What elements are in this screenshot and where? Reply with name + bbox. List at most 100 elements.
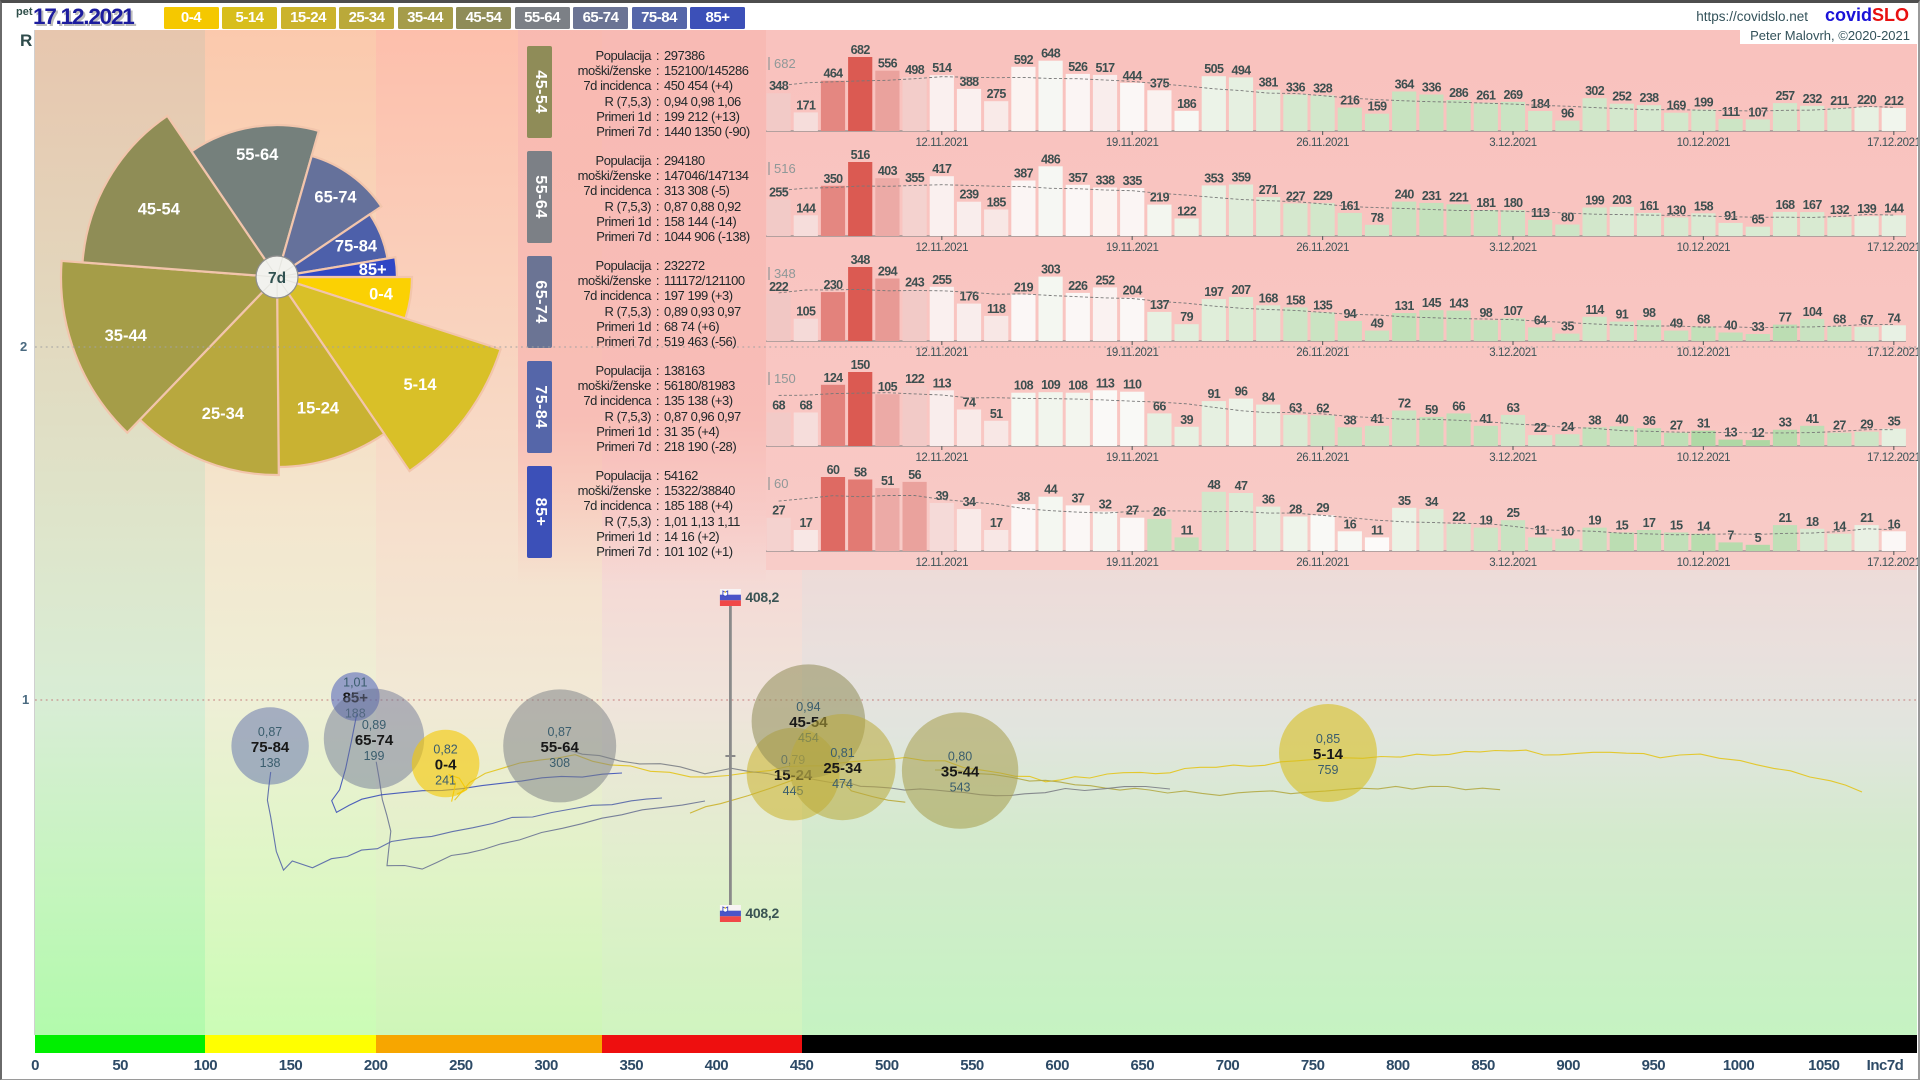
svg-text:0-4: 0-4 (369, 285, 394, 303)
svg-text:109: 109 (1041, 378, 1061, 392)
svg-text:143: 143 (1449, 297, 1469, 311)
svg-text:65: 65 (1751, 213, 1764, 227)
svg-text:7: 7 (1727, 528, 1734, 542)
svg-text:17: 17 (799, 516, 812, 530)
svg-text:19.11.2021: 19.11.2021 (1106, 557, 1159, 569)
svg-text:294: 294 (878, 265, 898, 279)
svg-text:63: 63 (1507, 401, 1520, 415)
svg-text:96: 96 (1235, 385, 1248, 399)
svg-text:592: 592 (1014, 53, 1034, 67)
svg-text:58: 58 (854, 466, 867, 480)
svg-text:10.12.2021: 10.12.2021 (1677, 452, 1731, 464)
svg-text:1,01: 1,01 (343, 676, 367, 690)
svg-text:353: 353 (1204, 171, 1224, 185)
svg-text:286: 286 (1449, 86, 1469, 100)
svg-text:348: 348 (851, 253, 871, 267)
svg-text:252: 252 (1095, 273, 1115, 287)
svg-text:35: 35 (1887, 415, 1900, 429)
svg-text:139: 139 (1857, 202, 1877, 216)
svg-text:108: 108 (1014, 379, 1034, 393)
svg-text:526: 526 (1068, 60, 1088, 74)
svg-text:348: 348 (774, 266, 796, 281)
svg-text:16: 16 (1343, 517, 1356, 531)
svg-text:66: 66 (1452, 399, 1465, 413)
svg-text:16: 16 (1887, 517, 1900, 531)
svg-text:132: 132 (1830, 203, 1850, 217)
svg-text:336: 336 (1286, 81, 1306, 95)
svg-text:19.11.2021: 19.11.2021 (1106, 137, 1159, 149)
svg-text:17.12.2021: 17.12.2021 (1867, 347, 1920, 359)
svg-text:38: 38 (1343, 413, 1356, 427)
svg-text:486: 486 (1041, 152, 1061, 166)
svg-text:232: 232 (1803, 92, 1823, 106)
svg-text:15: 15 (1615, 519, 1628, 533)
svg-text:494: 494 (1231, 63, 1251, 77)
svg-text:41: 41 (1806, 412, 1819, 426)
svg-text:27: 27 (1670, 419, 1683, 433)
svg-text:40: 40 (1615, 412, 1628, 426)
svg-text:27: 27 (1833, 419, 1846, 433)
svg-text:85+: 85+ (343, 690, 369, 707)
svg-text:113: 113 (1096, 376, 1115, 390)
svg-text:59: 59 (1425, 403, 1438, 417)
svg-text:0,87: 0,87 (258, 725, 282, 739)
svg-text:49: 49 (1670, 317, 1683, 331)
svg-text:159: 159 (1367, 100, 1387, 114)
svg-text:144: 144 (1884, 201, 1904, 215)
svg-text:130: 130 (1667, 203, 1687, 217)
svg-text:44: 44 (1044, 483, 1057, 497)
svg-text:464: 464 (823, 67, 843, 81)
svg-text:359: 359 (1231, 171, 1251, 185)
svg-text:18: 18 (1806, 515, 1819, 529)
svg-text:47: 47 (1235, 479, 1248, 493)
svg-text:231: 231 (1422, 189, 1442, 203)
svg-text:35-44: 35-44 (941, 764, 980, 781)
svg-text:80: 80 (1561, 211, 1574, 225)
svg-text:19.11.2021: 19.11.2021 (1106, 452, 1159, 464)
svg-text:0-4: 0-4 (435, 757, 457, 774)
svg-text:22: 22 (1534, 421, 1547, 435)
svg-text:113: 113 (933, 376, 952, 390)
svg-text:39: 39 (1180, 413, 1193, 427)
svg-text:91: 91 (1724, 209, 1737, 223)
svg-text:408,2: 408,2 (745, 589, 779, 605)
svg-text:199: 199 (364, 749, 385, 763)
svg-text:144: 144 (796, 201, 816, 215)
svg-text:78: 78 (1371, 211, 1384, 225)
svg-text:0,80: 0,80 (948, 750, 972, 764)
svg-text:181: 181 (1476, 196, 1496, 210)
svg-text:75-84: 75-84 (251, 739, 290, 756)
svg-text:84: 84 (1262, 391, 1275, 405)
svg-text:375: 375 (1150, 76, 1170, 90)
svg-text:55-64: 55-64 (541, 739, 580, 756)
svg-text:34: 34 (963, 495, 976, 509)
svg-text:62: 62 (1316, 401, 1329, 415)
svg-text:17: 17 (990, 516, 1003, 530)
svg-text:759: 759 (1318, 763, 1339, 777)
svg-text:15: 15 (1670, 519, 1683, 533)
svg-text:29: 29 (1860, 418, 1873, 432)
svg-text:5-14: 5-14 (1313, 746, 1344, 763)
svg-text:45-54: 45-54 (138, 201, 181, 219)
svg-text:26.11.2021: 26.11.2021 (1296, 242, 1349, 254)
svg-text:63: 63 (1289, 401, 1302, 415)
svg-text:19.11.2021: 19.11.2021 (1106, 347, 1159, 359)
svg-text:3.12.2021: 3.12.2021 (1489, 137, 1537, 149)
svg-text:150: 150 (774, 371, 796, 386)
svg-text:184: 184 (1531, 97, 1551, 111)
svg-text:444: 444 (1123, 69, 1143, 83)
svg-text:388: 388 (959, 75, 979, 89)
svg-text:72: 72 (1398, 397, 1411, 411)
svg-text:12.11.2021: 12.11.2021 (915, 347, 968, 359)
svg-text:230: 230 (823, 278, 843, 292)
svg-text:55-64: 55-64 (236, 146, 279, 164)
svg-text:12.11.2021: 12.11.2021 (915, 137, 968, 149)
svg-text:275: 275 (987, 87, 1007, 101)
svg-text:168: 168 (1775, 198, 1795, 212)
svg-text:648: 648 (1041, 47, 1061, 61)
svg-text:49: 49 (1371, 317, 1384, 331)
svg-text:216: 216 (1340, 94, 1360, 108)
svg-text:3.12.2021: 3.12.2021 (1489, 347, 1537, 359)
svg-text:19.11.2021: 19.11.2021 (1106, 242, 1159, 254)
svg-text:12: 12 (1751, 426, 1764, 440)
